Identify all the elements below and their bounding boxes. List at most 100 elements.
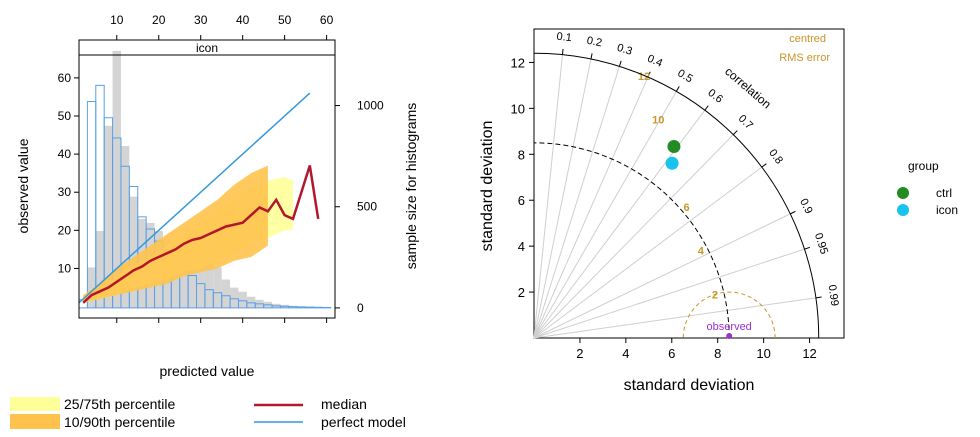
- y2-axis-label: sample size for histograms: [403, 103, 419, 270]
- correlation-tick-label: 0.9: [797, 197, 814, 216]
- correlation-label: correlation: [722, 64, 774, 111]
- rms-title-line2: RMS error: [779, 52, 830, 64]
- y2-tick-label: 0: [357, 301, 364, 315]
- hist-predicted-bar: [313, 306, 323, 309]
- outer-sd-arc: [533, 52, 820, 339]
- correlation-tick-label: 0.7: [736, 113, 755, 132]
- taylor-y-axis-label: standard deviation: [479, 121, 496, 252]
- x-tick-label-top: 60: [320, 13, 334, 27]
- taylor-y-tick-label: 4: [518, 239, 525, 254]
- taylor-grid-layer: 0.1 0.2 0.3 0.4 0.5 0.6 0.7 0.8 0.9 0.95 0.99 corre…: [533, 31, 841, 339]
- taylor-x-tick-label: 4: [622, 346, 629, 361]
- rms-contour-label: 4: [698, 246, 705, 258]
- y-axis-label: observed value: [15, 138, 31, 233]
- hist-observed-bar: [120, 146, 130, 308]
- taylor-x-axis-label: standard deviation: [624, 377, 755, 394]
- correlation-tick: [675, 86, 680, 92]
- legend-swatch-q10-90: [10, 414, 60, 429]
- correlation-tick: [804, 246, 811, 250]
- correlation-tick: [561, 48, 564, 55]
- x-tick-label-top: 30: [194, 13, 208, 27]
- correlation-tick-label: 0.6: [706, 87, 725, 106]
- group-legend: group ctrl icon: [897, 159, 958, 217]
- taylor-point-ctrl: [667, 139, 681, 153]
- rms-contour-label: 6: [684, 202, 690, 214]
- taylor-x-tick-label: 6: [668, 346, 675, 361]
- correlation-ray: [533, 76, 649, 339]
- legend-label-perfect: perfect model: [321, 414, 406, 430]
- correlation-ray: [533, 297, 816, 339]
- correlation-ray: [533, 58, 592, 339]
- taylor-x-tick-label: 8: [714, 346, 721, 361]
- correlation-tick: [618, 60, 622, 67]
- taylor-x-tick-label: 10: [756, 346, 770, 361]
- observed-marker: [726, 333, 733, 339]
- strip-label: icon: [196, 41, 218, 55]
- taylor-y-tick-label: 12: [511, 55, 525, 70]
- taylor-y-tick-label: 8: [518, 147, 525, 162]
- hist-observed-bar: [297, 306, 306, 308]
- taylor-axes-layer: 2 2 4 4 6 6 8 8 10 10 12 12: [511, 55, 817, 361]
- y-tick-label: 50: [58, 109, 72, 123]
- rms-contour: [682, 291, 776, 338]
- y-tick-label: 30: [58, 185, 72, 199]
- x-tick-label-top: 40: [236, 13, 250, 27]
- y2-tick-label: 1000: [357, 99, 384, 113]
- perfect-model-line: [78, 92, 311, 304]
- legend-label-q10-90: 10/90th percentile: [64, 414, 176, 430]
- legend-label-q25-75: 25/75th percentile: [64, 396, 176, 412]
- hist-observed-bar: [104, 125, 113, 308]
- percentile-bands-layer: [83, 165, 293, 303]
- x-tick-label-top: 20: [152, 13, 166, 27]
- taylor-y-tick-label: 10: [511, 101, 525, 116]
- taylor-points-layer: [665, 139, 681, 170]
- y-tick-label: 10: [58, 261, 72, 275]
- hist-observed-bar: [179, 247, 189, 308]
- correlation-ray: [533, 248, 805, 339]
- legend-marker-ctrl: [897, 187, 909, 199]
- hist-observed-bar: [87, 267, 96, 308]
- left-legend: 25/75th percentile 10/90th percentile me…: [10, 396, 406, 430]
- x-axis-label: predicted value: [160, 363, 255, 379]
- lines-layer: [78, 92, 320, 304]
- taylor-x-tick-label: 12: [802, 346, 816, 361]
- hist-observed-bar: [238, 291, 247, 308]
- median-line: [82, 165, 320, 304]
- correlation-tick-label: 0.99: [826, 284, 841, 307]
- hist-observed-bar: [112, 50, 121, 308]
- correlation-ray: [533, 66, 620, 339]
- hist-observed-bar: [196, 251, 205, 308]
- taylor-point-icon: [665, 156, 679, 170]
- axes-layer: 10 20 30 40 50 60 10 20 30 40 50 60 0 500 1000: [58, 13, 384, 323]
- legend-label-median: median: [321, 396, 367, 412]
- correlation-tick-label: 0.5: [675, 67, 694, 85]
- conditional-quantile-panel: icon 10 20 30 40 50 60 10 20 30 40 50 60 0 500 1000 pr…: [15, 13, 419, 379]
- correlation-tick-label: 0.4: [645, 53, 664, 70]
- correlation-tick-label: 0.3: [616, 42, 634, 58]
- rms-contour-label: 2: [712, 289, 718, 301]
- y-tick-label: 60: [58, 71, 72, 85]
- correlation-ray: [533, 134, 734, 339]
- correlation-ray: [533, 213, 791, 339]
- correlation-tick-label: 0.1: [556, 31, 572, 44]
- hist-observed-bar: [221, 279, 231, 308]
- correlation-tick: [761, 163, 767, 168]
- correlation-tick: [732, 130, 738, 136]
- correlation-ray: [533, 91, 677, 339]
- legend-label-icon: icon: [936, 203, 958, 217]
- correlation-tick: [590, 53, 593, 60]
- correlation-tick: [815, 296, 822, 299]
- legend-marker-icon: [897, 204, 909, 216]
- reference-sd-arc: [533, 142, 730, 339]
- correlation-tick: [647, 71, 651, 78]
- correlation-tick-label: 0.8: [766, 147, 785, 166]
- correlation-tick: [704, 105, 709, 111]
- hist-predicted-bar: [305, 306, 315, 309]
- y-tick-label: 20: [58, 223, 72, 237]
- taylor-x-tick-label: 2: [576, 346, 583, 361]
- legend-title-group: group: [908, 159, 939, 173]
- correlation-ray: [533, 166, 763, 339]
- legend-label-ctrl: ctrl: [936, 186, 952, 200]
- y2-tick-label: 500: [357, 200, 377, 214]
